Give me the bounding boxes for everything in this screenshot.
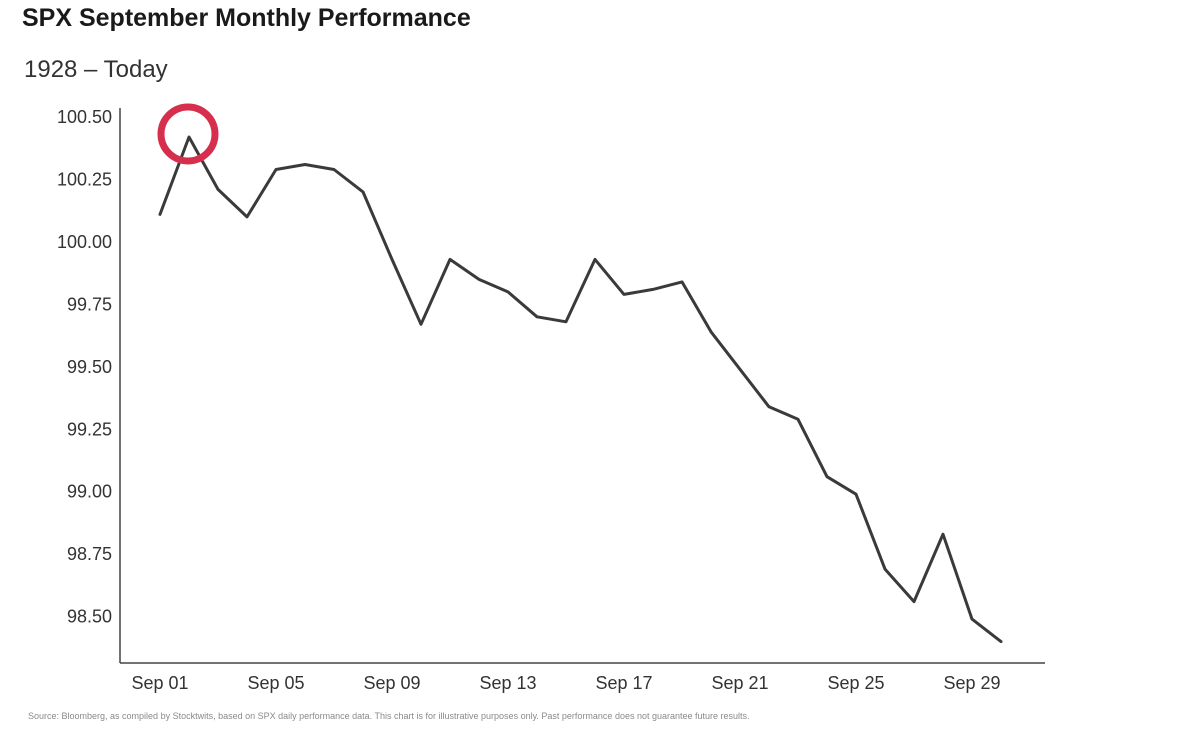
source-footnote: Source: Bloomberg, as compiled by Stockt… bbox=[28, 711, 750, 721]
chart-subtitle: 1928 – Today bbox=[24, 56, 168, 83]
x-tick-label: Sep 25 bbox=[827, 673, 884, 693]
chart-title: SPX September Monthly Performance bbox=[22, 4, 471, 32]
x-tick-label: Sep 13 bbox=[479, 673, 536, 693]
x-tick-label: Sep 09 bbox=[363, 673, 420, 693]
y-tick-label: 100.25 bbox=[57, 169, 112, 189]
y-tick-label: 99.25 bbox=[67, 419, 112, 439]
x-tick-label: Sep 21 bbox=[711, 673, 768, 693]
x-tick-label: Sep 29 bbox=[943, 673, 1000, 693]
x-tick-label: Sep 01 bbox=[131, 673, 188, 693]
y-axis-ticks: 100.50 100.25 100.00 99.75 99.50 99.25 99.00 98… bbox=[57, 107, 112, 627]
y-tick-label: 100.50 bbox=[57, 107, 112, 127]
x-tick-label: Sep 05 bbox=[247, 673, 304, 693]
x-axis-ticks: Sep 01 Sep 05 Sep 09 Sep 13 Sep 17 Sep 21 Sep … bbox=[131, 673, 1000, 693]
series-line bbox=[158, 135, 1003, 644]
y-tick-label: 98.75 bbox=[67, 544, 112, 564]
highlight-circle-annotation bbox=[157, 103, 219, 165]
y-tick-label: 99.00 bbox=[67, 482, 112, 502]
y-tick-label: 100.00 bbox=[57, 232, 112, 252]
x-tick-label: Sep 17 bbox=[595, 673, 652, 693]
y-tick-label: 99.75 bbox=[67, 294, 112, 314]
y-tick-label: 99.50 bbox=[67, 357, 112, 377]
y-tick-label: 98.50 bbox=[67, 607, 112, 627]
